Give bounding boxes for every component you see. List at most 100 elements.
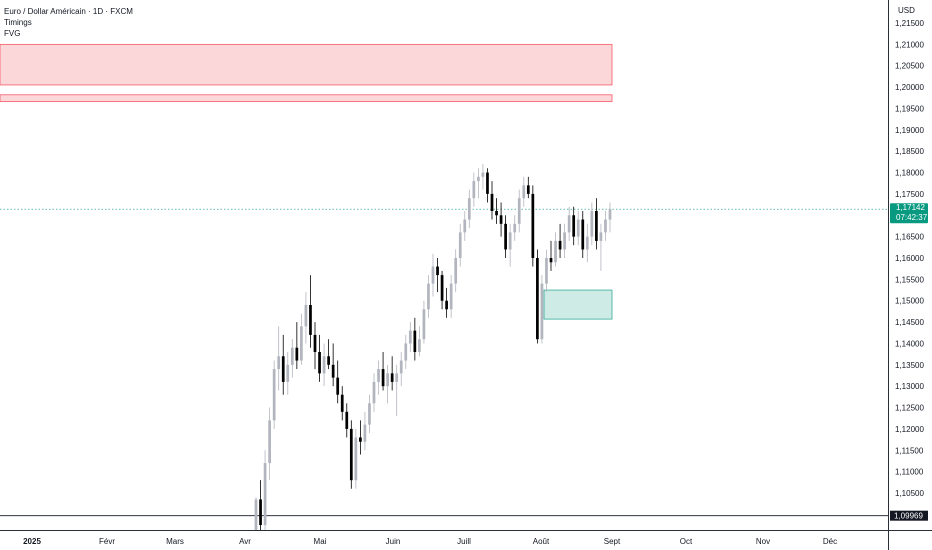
candle [526,176,530,199]
time-axis-label: Sept [604,537,621,546]
candle [477,168,480,199]
candle-body [290,347,294,365]
candle [331,343,335,387]
candles [254,164,612,534]
candle [336,360,340,404]
price-tick-label: 1,14000 [895,339,924,348]
price-tick-label: 1,15500 [895,275,924,284]
candle [454,249,458,293]
candle [309,275,312,348]
candle-body [490,193,494,211]
candle-body [504,223,507,250]
candle [499,202,503,237]
candle-body [327,356,330,365]
price-tick-label: 1,16000 [895,254,924,263]
candle-body [554,240,557,263]
bearish-fvg-zone[interactable] [0,43,613,86]
price-tick-label: 1,20000 [895,83,924,92]
candle [263,450,267,532]
candle [368,394,371,434]
candle-body [431,266,435,284]
candle [286,352,290,395]
candle [445,287,448,318]
time-axis-panel[interactable] [0,531,888,550]
candle-body [495,211,498,216]
price-tick-label: 1,18500 [895,147,924,156]
candle [545,249,548,293]
candle-body [436,266,439,276]
candle-body [599,232,603,241]
candle [395,364,399,417]
candle-body [486,172,489,194]
candle-body [549,258,553,263]
candle-body [477,176,480,182]
candle-body [313,334,317,352]
current-price-label: 1,17142 [896,203,925,212]
candle-body [508,232,512,250]
candle-body [454,258,458,284]
candle-body [354,437,358,481]
candle-body [540,283,544,340]
candle-body [445,300,448,310]
chart-legend: Euro / Dollar Américain · 1D · FXCM Timi… [4,6,133,39]
candle [458,223,462,267]
candle [408,322,412,352]
candle-body [563,232,566,250]
candle-body [472,181,476,199]
candle-body [372,381,376,404]
candle-body [536,258,539,340]
candle-body [517,198,521,224]
bullish-fvg-zone[interactable] [543,289,613,320]
candle-body [531,193,535,258]
candle-body [427,283,430,310]
candle-body [481,172,485,177]
candle-body [386,373,389,387]
candle-body [277,356,281,370]
candle [372,373,376,412]
indicator-fvg[interactable]: FVG [4,29,21,38]
candle [486,168,489,203]
candle [467,189,471,229]
price-tick-label: 1,13500 [895,361,924,370]
time-axis-label: Avr [239,537,251,546]
candle-body [331,364,335,378]
price-tick-label: 1,16500 [895,233,924,242]
candle-body [576,219,580,237]
candle-body [259,499,262,526]
candle [390,356,394,391]
candle [345,403,349,438]
candle-body [349,428,353,481]
time-axis-labels: 2025 Févr Mars Avr Mai Juin Juill Août Sept Oct No… [23,537,837,546]
candle [540,275,544,344]
price-axis-panel[interactable] [888,0,932,530]
candle [322,343,326,387]
candle [490,181,494,220]
candle [363,411,367,451]
candle [576,211,580,246]
bearish-fvg-zone[interactable] [0,94,613,103]
candle [599,223,603,271]
price-tick-label: 1,21500 [895,19,924,28]
symbol-title[interactable]: Euro / Dollar Américain · 1D · FXCM [4,7,133,16]
candle-body [395,373,399,382]
candle-body [399,360,403,374]
candle [481,164,485,190]
candle-body [422,309,426,340]
candle [554,232,557,267]
indicator-timings[interactable]: Timings [4,18,32,27]
candle-body [467,198,471,220]
candle [517,189,521,233]
candle-body [449,283,453,310]
candle-body [604,219,607,233]
price-tick-label: 1,10500 [895,489,924,498]
candle [281,334,285,395]
candle-body [322,356,326,374]
candle-body [377,369,380,382]
candle [590,202,594,246]
candle [495,198,498,224]
current-price-badge: 1,17142 07:42:37 [890,203,928,224]
candle-body [463,219,467,233]
candle-body [590,211,594,237]
price-tick-label: 1,18000 [895,169,924,178]
